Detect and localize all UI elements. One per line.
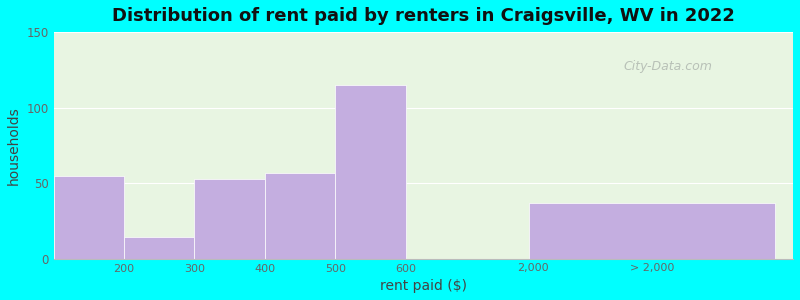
Bar — [529, 203, 775, 259]
Bar — [54, 176, 124, 259]
Text: City-Data.com: City-Data.com — [623, 59, 712, 73]
X-axis label: rent paid ($): rent paid ($) — [380, 279, 467, 293]
Title: Distribution of rent paid by renters in Craigsville, WV in 2022: Distribution of rent paid by renters in … — [112, 7, 734, 25]
Bar — [194, 178, 265, 259]
Y-axis label: households: households — [7, 106, 21, 185]
Bar — [265, 172, 335, 259]
Bar — [335, 85, 406, 259]
Bar — [124, 238, 194, 259]
